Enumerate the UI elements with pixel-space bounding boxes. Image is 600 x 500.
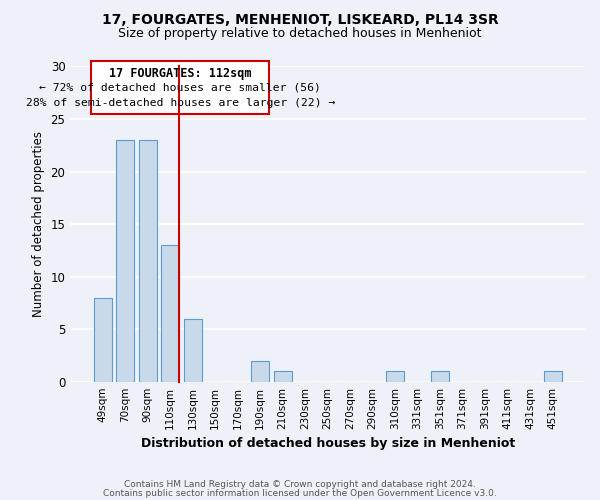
Bar <box>274 371 292 382</box>
Y-axis label: Number of detached properties: Number of detached properties <box>32 131 45 317</box>
Bar <box>386 371 404 382</box>
Bar <box>431 371 449 382</box>
Bar <box>94 298 112 382</box>
Bar <box>161 245 179 382</box>
Text: ← 72% of detached houses are smaller (56): ← 72% of detached houses are smaller (56… <box>40 82 321 92</box>
Text: 17, FOURGATES, MENHENIOT, LISKEARD, PL14 3SR: 17, FOURGATES, MENHENIOT, LISKEARD, PL14… <box>101 12 499 26</box>
Bar <box>139 140 157 382</box>
X-axis label: Distribution of detached houses by size in Menheniot: Distribution of detached houses by size … <box>140 437 515 450</box>
FancyBboxPatch shape <box>91 61 269 114</box>
Bar <box>544 371 562 382</box>
Text: Contains HM Land Registry data © Crown copyright and database right 2024.: Contains HM Land Registry data © Crown c… <box>124 480 476 489</box>
Text: 17 FOURGATES: 112sqm: 17 FOURGATES: 112sqm <box>109 68 251 80</box>
Text: Size of property relative to detached houses in Menheniot: Size of property relative to detached ho… <box>118 28 482 40</box>
Text: 28% of semi-detached houses are larger (22) →: 28% of semi-detached houses are larger (… <box>26 98 335 108</box>
Bar <box>184 318 202 382</box>
Text: Contains public sector information licensed under the Open Government Licence v3: Contains public sector information licen… <box>103 488 497 498</box>
Bar <box>116 140 134 382</box>
Bar <box>251 360 269 382</box>
